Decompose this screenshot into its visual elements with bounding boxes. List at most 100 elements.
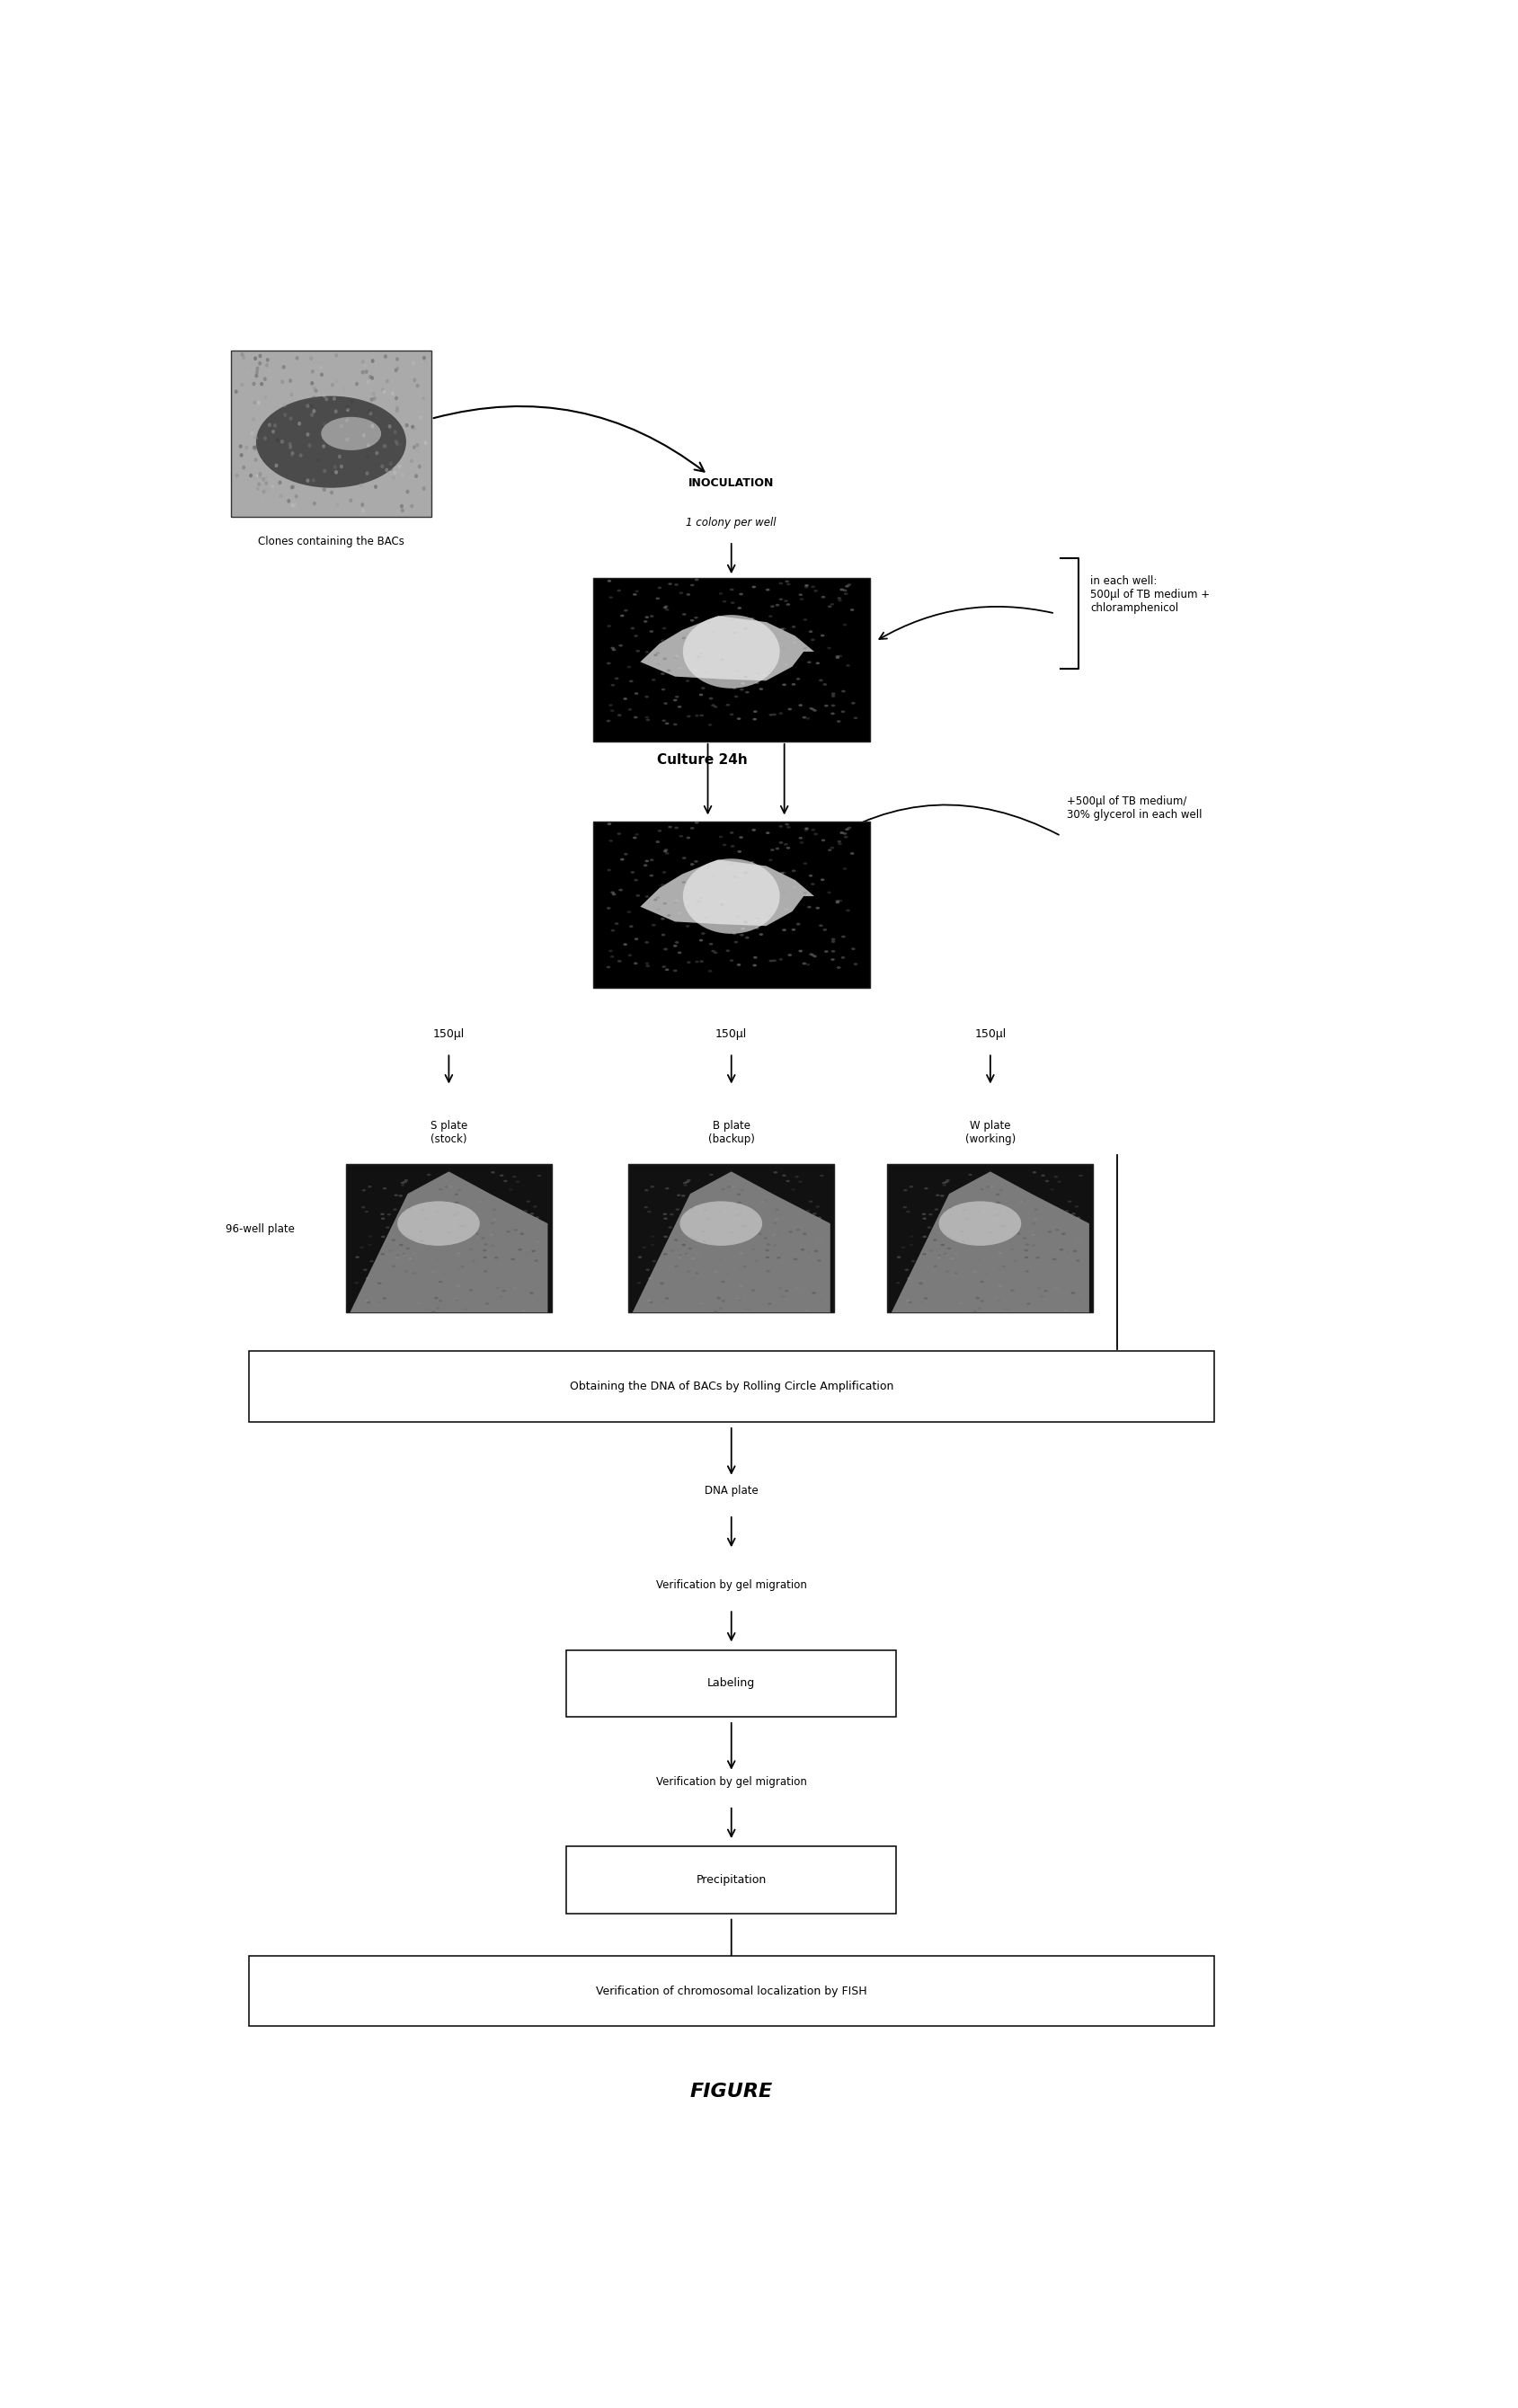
- Ellipse shape: [645, 616, 648, 619]
- Ellipse shape: [612, 893, 616, 896]
- Ellipse shape: [756, 665, 761, 667]
- Ellipse shape: [366, 472, 369, 474]
- Ellipse shape: [827, 604, 832, 607]
- Ellipse shape: [732, 631, 736, 633]
- Ellipse shape: [662, 872, 666, 874]
- Ellipse shape: [266, 359, 269, 361]
- Ellipse shape: [779, 840, 783, 843]
- Ellipse shape: [266, 486, 269, 491]
- Ellipse shape: [266, 364, 269, 368]
- Ellipse shape: [835, 655, 839, 657]
- Ellipse shape: [334, 409, 337, 414]
- Ellipse shape: [372, 393, 375, 395]
- Ellipse shape: [805, 828, 808, 831]
- Ellipse shape: [827, 891, 830, 893]
- Ellipse shape: [630, 872, 635, 874]
- Polygon shape: [641, 616, 814, 681]
- Ellipse shape: [334, 470, 339, 474]
- Ellipse shape: [744, 872, 747, 874]
- Ellipse shape: [663, 607, 666, 609]
- Ellipse shape: [263, 378, 267, 380]
- Ellipse shape: [346, 405, 349, 409]
- Ellipse shape: [393, 470, 396, 474]
- Ellipse shape: [310, 380, 314, 385]
- Ellipse shape: [405, 489, 410, 494]
- Ellipse shape: [730, 602, 735, 604]
- Text: Obtaining the DNA of BACs by Rolling Circle Amplification: Obtaining the DNA of BACs by Rolling Cir…: [569, 1380, 893, 1392]
- Ellipse shape: [610, 929, 615, 932]
- Ellipse shape: [254, 458, 258, 462]
- Ellipse shape: [267, 424, 272, 426]
- Ellipse shape: [254, 448, 257, 450]
- Ellipse shape: [770, 669, 774, 672]
- Ellipse shape: [713, 951, 716, 954]
- Ellipse shape: [619, 857, 624, 860]
- Ellipse shape: [663, 703, 668, 706]
- Ellipse shape: [938, 1202, 1020, 1245]
- Ellipse shape: [395, 441, 398, 443]
- Ellipse shape: [313, 501, 316, 506]
- Ellipse shape: [803, 585, 808, 588]
- Ellipse shape: [294, 494, 298, 498]
- Ellipse shape: [615, 922, 618, 925]
- Ellipse shape: [842, 590, 847, 592]
- Ellipse shape: [355, 383, 358, 385]
- Ellipse shape: [656, 908, 660, 910]
- Ellipse shape: [707, 864, 710, 867]
- Ellipse shape: [381, 388, 384, 393]
- Ellipse shape: [310, 356, 313, 361]
- Ellipse shape: [830, 951, 835, 954]
- Ellipse shape: [782, 929, 786, 932]
- Ellipse shape: [741, 681, 744, 684]
- Ellipse shape: [334, 354, 339, 356]
- Ellipse shape: [700, 715, 703, 718]
- Ellipse shape: [830, 939, 835, 942]
- Ellipse shape: [729, 867, 733, 872]
- Ellipse shape: [753, 674, 757, 677]
- Ellipse shape: [628, 925, 633, 927]
- Ellipse shape: [405, 424, 408, 426]
- Ellipse shape: [774, 604, 779, 607]
- Ellipse shape: [720, 903, 724, 905]
- Ellipse shape: [322, 395, 326, 397]
- Ellipse shape: [844, 592, 847, 595]
- Ellipse shape: [261, 496, 264, 501]
- Ellipse shape: [354, 506, 358, 508]
- Ellipse shape: [795, 677, 800, 679]
- Ellipse shape: [798, 840, 803, 843]
- Ellipse shape: [660, 884, 665, 886]
- Ellipse shape: [838, 901, 842, 903]
- Ellipse shape: [820, 879, 824, 881]
- Ellipse shape: [662, 720, 665, 722]
- Polygon shape: [891, 1173, 1088, 1312]
- Ellipse shape: [672, 903, 677, 905]
- Ellipse shape: [811, 954, 815, 956]
- Ellipse shape: [846, 665, 850, 667]
- Ellipse shape: [276, 438, 279, 443]
- Ellipse shape: [332, 465, 337, 470]
- Ellipse shape: [399, 503, 404, 508]
- Ellipse shape: [782, 628, 786, 631]
- Ellipse shape: [798, 838, 802, 840]
- Ellipse shape: [660, 689, 665, 691]
- Ellipse shape: [844, 836, 847, 838]
- Ellipse shape: [704, 917, 707, 920]
- Ellipse shape: [410, 460, 413, 462]
- Ellipse shape: [366, 455, 369, 458]
- Ellipse shape: [288, 443, 291, 445]
- Ellipse shape: [650, 860, 653, 862]
- Ellipse shape: [847, 826, 850, 828]
- Ellipse shape: [258, 361, 261, 366]
- Ellipse shape: [754, 681, 759, 684]
- Ellipse shape: [627, 954, 631, 956]
- Ellipse shape: [322, 443, 325, 448]
- Ellipse shape: [633, 715, 638, 718]
- Ellipse shape: [750, 616, 754, 619]
- Ellipse shape: [736, 607, 741, 609]
- Ellipse shape: [331, 383, 334, 388]
- Ellipse shape: [830, 713, 835, 715]
- Ellipse shape: [645, 718, 650, 720]
- Ellipse shape: [346, 436, 351, 441]
- Ellipse shape: [774, 848, 779, 850]
- Ellipse shape: [839, 831, 844, 833]
